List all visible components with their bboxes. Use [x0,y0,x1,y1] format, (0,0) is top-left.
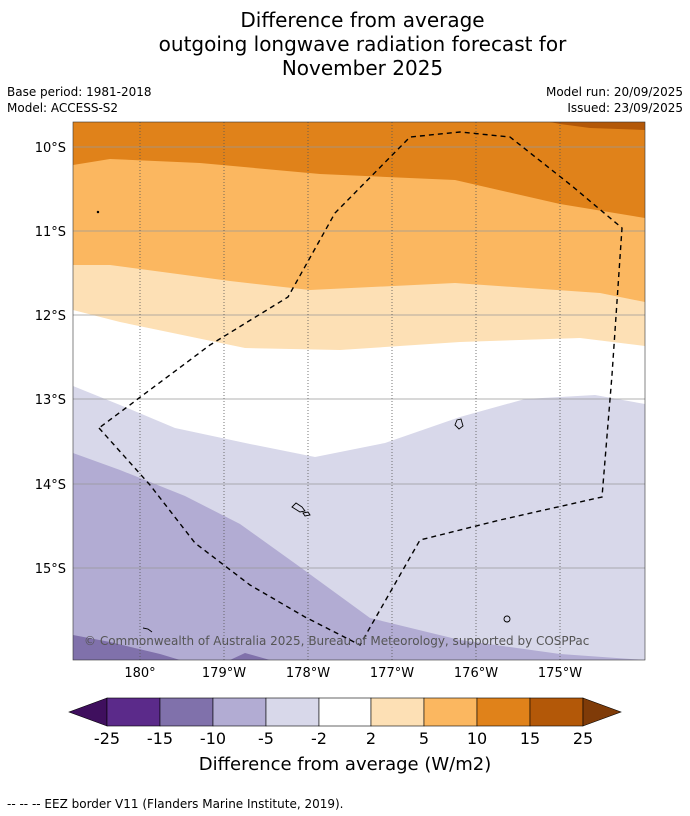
island-north-east [454,418,464,430]
colorbar-tick: -2 [311,729,327,748]
island-south-west [142,627,153,633]
colorbar-tick: 5 [419,729,429,748]
colorbar-bin [265,697,320,727]
title-line-2: outgoing longwave radiation forecast for [158,32,567,56]
lat-label: 15°S [35,562,66,577]
colorbar-tick: -5 [258,729,274,748]
title-line-1: Difference from average [240,8,485,32]
colorbar-bin [476,697,531,727]
colorbar-tick: -25 [94,729,120,748]
colorbar-tick: 10 [467,729,487,748]
map-frame [72,121,646,661]
issued-date: Issued: 23/09/2025 [567,101,683,115]
chart-title: Difference from average outgoing longwav… [0,8,690,80]
lon-label: 176°W [454,666,498,681]
colorbar-tick: 15 [520,729,540,748]
lat-label: 13°S [35,393,66,408]
band-m15-m10 [73,635,180,660]
eez-border [97,131,623,646]
island-north-west [96,210,100,214]
lon-label: 178°W [286,666,330,681]
colorbar-bin [370,697,425,727]
islands [96,210,511,633]
colorbar-bin [106,697,161,727]
map-panel: © Commonwealth of Australia 2025, Bureau… [73,122,645,660]
meta-right: Model run: 20/09/2025 Issued: 23/09/2025 [546,84,683,116]
colorbar-bin [318,697,372,727]
lat-label: 11°S [35,225,66,240]
island-central-small [302,511,311,517]
island-central [291,502,306,513]
latitude-gridlines [73,146,645,569]
colorbar-bin [529,697,584,727]
model-name: Model: ACCESS-S2 [7,101,119,115]
colorbar-tick: -10 [200,729,226,748]
model-run: Model run: 20/09/2025 [545,85,683,99]
lon-label: 177°W [370,666,414,681]
colorbar-ticks: -25 -15 -10 -5 -2 2 5 10 15 25 [94,729,593,748]
colorbar-tick: 2 [366,729,376,748]
colorbar-label: Difference from average (W/m2) [199,754,491,775]
lat-label: 14°S [35,478,66,493]
eez-footnote: -- -- -- EEZ border V11 (Flanders Marine… [7,797,344,811]
longitude-labels: 180° 179°W 178°W 177°W 176°W 175°W [124,666,582,681]
colorbar-bin [423,697,478,727]
copyright-notice: © Commonwealth of Australia 2025, Bureau… [84,634,589,648]
lon-label: 180° [124,666,155,681]
band-p15-25 [550,122,645,130]
colorbar-extend-high [582,697,622,727]
band-m15-m10-patch [230,653,270,660]
colorbar-tick: 25 [573,729,593,748]
base-period: Base period: 1981-2018 [7,85,152,99]
latitude-labels: 10°S 11°S 12°S 13°S 14°S 15°S [35,141,66,577]
colorbar-extend-low [68,697,108,727]
colorbar-tick: -15 [147,729,173,748]
colorbar-bin [212,697,267,727]
lon-label: 175°W [538,666,582,681]
colorbar [68,697,622,727]
lat-label: 12°S [35,309,66,324]
band-m10-m5 [73,453,645,660]
lon-label: 179°W [202,666,246,681]
colorbar-bin [159,697,214,727]
lat-label: 10°S [35,141,66,156]
island-south-east [503,615,511,623]
title-line-3: November 2025 [281,56,444,80]
meta-left: Base period: 1981-2018 Model: ACCESS-S2 [7,84,152,116]
